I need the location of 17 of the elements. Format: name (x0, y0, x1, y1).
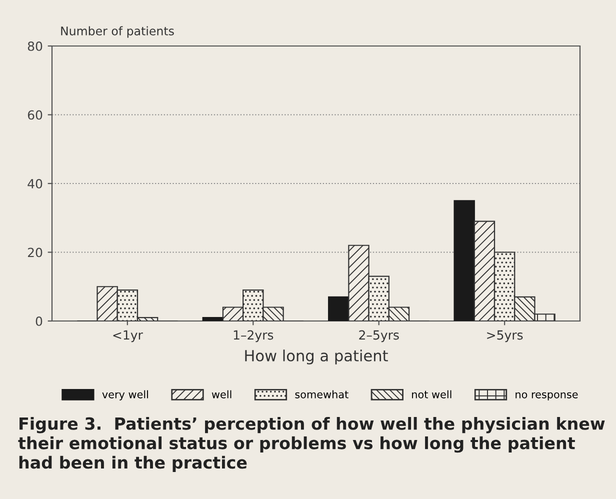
y-tick-label: 0 (36, 316, 42, 326)
legend-label: no response (516, 392, 578, 400)
x-tick-label: >5yrs (487, 330, 523, 342)
legend-label: not well (412, 390, 452, 398)
y-axis-title: Number of patients (61, 26, 174, 38)
x-axis-title: How long a patient (245, 350, 388, 364)
y-tick-label: 80 (28, 41, 42, 51)
y-tick-label: 20 (28, 248, 42, 258)
legend-label: very well (102, 390, 148, 400)
legend-label: somewhat (295, 390, 348, 398)
y-tick-label: 60 (28, 110, 42, 120)
legend-label: well (212, 390, 232, 398)
x-tick-label: <1yr (113, 330, 143, 342)
y-tick-label: 40 (28, 178, 42, 188)
x-tick-label: 2–5yrs (359, 330, 399, 342)
text: Figure 3. Patients’ perception of how well the physician knew their emotional status or problems vs how long the patient had been in the practice (18, 417, 605, 472)
x-tick-label: 1–2yrs (234, 330, 274, 342)
